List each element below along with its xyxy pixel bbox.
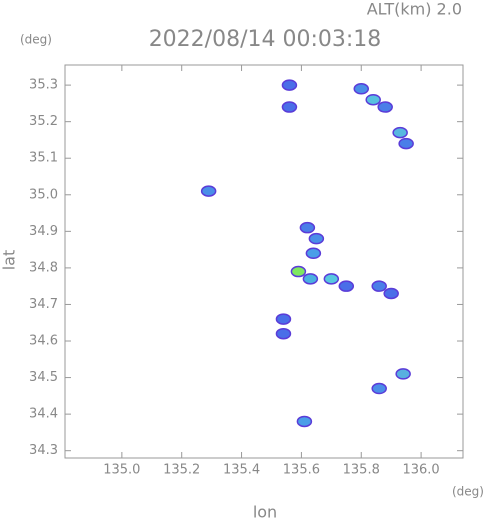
y-tick-label: 34.7 xyxy=(29,297,58,312)
altitude-label: ALT(km) 2.0 xyxy=(367,0,462,19)
x-tick-label: 135.2 xyxy=(163,463,200,478)
x-axis-label: lon xyxy=(253,503,277,521)
x-unit: (deg) xyxy=(452,485,484,499)
echo xyxy=(338,280,355,292)
echo xyxy=(371,382,387,395)
chart-title: 2022/08/14 00:03:18 xyxy=(149,27,382,52)
x-tick-label: 135.8 xyxy=(343,463,380,478)
echo xyxy=(305,247,322,260)
echo xyxy=(323,273,340,285)
plot-frame xyxy=(64,64,464,459)
y-tick-label: 35.1 xyxy=(29,151,58,166)
y-tick-label: 35.0 xyxy=(29,187,58,202)
y-tick-label: 34.8 xyxy=(29,260,58,275)
echo xyxy=(353,83,370,95)
echo xyxy=(281,101,298,113)
echo xyxy=(200,185,217,197)
y-tick-label: 34.3 xyxy=(29,443,58,458)
echo xyxy=(302,273,319,285)
echo xyxy=(383,287,399,300)
echo xyxy=(398,137,414,150)
echo xyxy=(296,415,313,428)
y-tick-label: 34.6 xyxy=(29,334,58,349)
x-tick-label: 135.6 xyxy=(283,463,320,478)
echo xyxy=(290,265,307,278)
y-unit: (deg) xyxy=(20,33,52,47)
y-axis-label: lat xyxy=(0,250,19,271)
y-tick-label: 35.2 xyxy=(29,114,58,129)
y-tick-label: 34.5 xyxy=(29,370,58,385)
echo xyxy=(308,232,325,245)
echo xyxy=(395,368,411,380)
echo xyxy=(275,313,292,325)
y-tick-label: 35.3 xyxy=(29,78,58,93)
y-tick-label: 34.9 xyxy=(29,224,58,239)
echo xyxy=(299,221,316,234)
echo xyxy=(365,93,381,106)
echo xyxy=(275,327,292,340)
y-tick-label: 34.4 xyxy=(29,407,58,422)
echo xyxy=(377,101,393,113)
x-tick-label: 135.4 xyxy=(223,463,260,478)
echo xyxy=(371,280,387,292)
x-tick-label: 135.0 xyxy=(103,463,140,478)
echo xyxy=(281,79,298,91)
echo xyxy=(392,126,408,139)
x-tick-label: 136.0 xyxy=(402,463,439,478)
